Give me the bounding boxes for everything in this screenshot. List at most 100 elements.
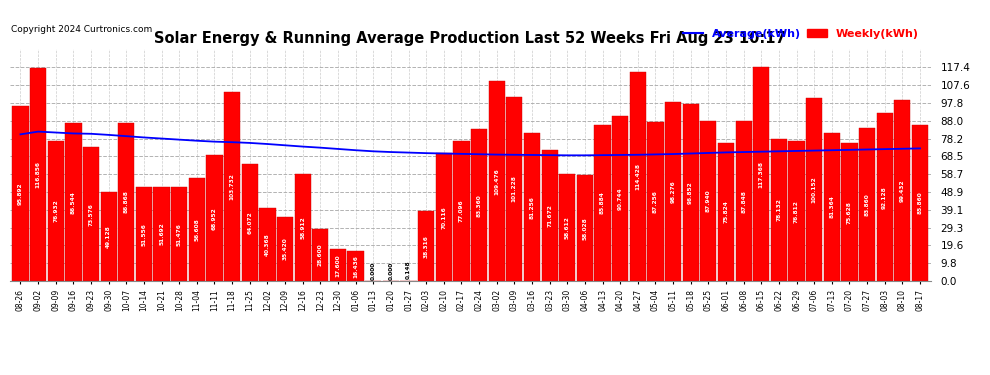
- Text: 117.368: 117.368: [758, 160, 763, 188]
- Bar: [471, 129, 487, 281]
- Text: 81.256: 81.256: [530, 196, 535, 219]
- Text: 100.152: 100.152: [812, 177, 817, 203]
- Text: 86.544: 86.544: [71, 191, 76, 214]
- Text: 49.128: 49.128: [106, 225, 111, 248]
- Text: 87.256: 87.256: [653, 190, 658, 213]
- Bar: [224, 92, 241, 281]
- Bar: [753, 67, 769, 281]
- Bar: [630, 72, 645, 281]
- Bar: [612, 116, 629, 281]
- Bar: [48, 141, 64, 281]
- Text: 85.884: 85.884: [600, 192, 605, 214]
- Legend: Average(kWh), Weekly(kWh): Average(kWh), Weekly(kWh): [679, 24, 924, 43]
- Bar: [330, 249, 346, 281]
- Text: 114.428: 114.428: [636, 164, 641, 190]
- Text: 76.932: 76.932: [53, 200, 58, 222]
- Text: 51.556: 51.556: [142, 223, 147, 246]
- Text: 16.436: 16.436: [353, 255, 358, 278]
- Bar: [83, 147, 99, 281]
- Bar: [771, 139, 787, 281]
- Bar: [136, 187, 152, 281]
- Bar: [506, 96, 523, 281]
- Bar: [277, 217, 293, 281]
- Text: 86.868: 86.868: [124, 190, 129, 213]
- Bar: [683, 105, 699, 281]
- Text: 64.072: 64.072: [248, 211, 252, 234]
- Text: 83.360: 83.360: [476, 194, 481, 216]
- Text: 95.892: 95.892: [18, 183, 23, 205]
- Text: 17.600: 17.600: [336, 254, 341, 276]
- Text: 85.860: 85.860: [918, 192, 923, 214]
- Bar: [489, 81, 505, 281]
- Bar: [824, 133, 840, 281]
- Text: 109.476: 109.476: [494, 168, 499, 195]
- Text: 58.912: 58.912: [300, 216, 305, 239]
- Bar: [171, 187, 187, 281]
- Text: 78.132: 78.132: [776, 198, 781, 221]
- Text: 101.228: 101.228: [512, 176, 517, 202]
- Text: 68.952: 68.952: [212, 207, 217, 230]
- Bar: [736, 121, 751, 281]
- Bar: [542, 150, 557, 281]
- Bar: [577, 176, 593, 281]
- Text: 58.028: 58.028: [582, 217, 587, 240]
- Bar: [436, 153, 451, 281]
- Title: Solar Energy & Running Average Production Last 52 Weeks Fri Aug 23 10:17: Solar Energy & Running Average Productio…: [154, 31, 786, 46]
- Text: 76.812: 76.812: [794, 200, 799, 223]
- Bar: [700, 121, 717, 281]
- Bar: [12, 106, 29, 281]
- Text: 98.276: 98.276: [670, 180, 675, 203]
- Bar: [418, 211, 435, 281]
- Bar: [189, 178, 205, 281]
- Text: 96.852: 96.852: [688, 182, 693, 204]
- Text: 92.128: 92.128: [882, 186, 887, 209]
- Text: 58.612: 58.612: [564, 216, 570, 239]
- Text: 40.368: 40.368: [265, 233, 270, 256]
- Bar: [259, 208, 275, 281]
- Bar: [665, 102, 681, 281]
- Text: 38.316: 38.316: [424, 235, 429, 258]
- Text: 71.672: 71.672: [547, 204, 552, 227]
- Bar: [524, 133, 541, 281]
- Text: 51.476: 51.476: [177, 223, 182, 246]
- Bar: [242, 164, 257, 281]
- Bar: [453, 141, 469, 281]
- Bar: [859, 128, 875, 281]
- Text: 0.000: 0.000: [370, 262, 376, 280]
- Text: Copyright 2024 Curtronics.com: Copyright 2024 Curtronics.com: [11, 26, 152, 34]
- Text: 103.732: 103.732: [230, 173, 235, 200]
- Text: 99.432: 99.432: [900, 179, 905, 202]
- Text: 35.420: 35.420: [282, 237, 287, 260]
- Text: 77.096: 77.096: [459, 200, 464, 222]
- Text: 116.856: 116.856: [36, 161, 41, 188]
- Bar: [594, 124, 611, 281]
- Text: 81.364: 81.364: [830, 196, 835, 219]
- Text: 0.148: 0.148: [406, 261, 411, 279]
- Text: 90.744: 90.744: [618, 187, 623, 210]
- Bar: [559, 174, 575, 281]
- Text: 0.000: 0.000: [388, 262, 393, 280]
- Text: 73.576: 73.576: [88, 202, 93, 225]
- Bar: [312, 229, 329, 281]
- Text: 83.860: 83.860: [864, 194, 869, 216]
- Bar: [788, 141, 805, 281]
- Text: 56.608: 56.608: [194, 218, 199, 241]
- Bar: [30, 68, 47, 281]
- Bar: [876, 113, 893, 281]
- Bar: [206, 155, 223, 281]
- Bar: [295, 174, 311, 281]
- Text: 28.600: 28.600: [318, 244, 323, 267]
- Text: 51.692: 51.692: [159, 223, 164, 246]
- Bar: [647, 122, 663, 281]
- Bar: [842, 143, 857, 281]
- Bar: [118, 123, 135, 281]
- Text: 70.116: 70.116: [442, 206, 446, 229]
- Bar: [806, 99, 823, 281]
- Text: 75.824: 75.824: [724, 201, 729, 223]
- Bar: [347, 251, 363, 281]
- Text: 75.628: 75.628: [847, 201, 852, 223]
- Bar: [894, 100, 911, 281]
- Text: 87.940: 87.940: [706, 190, 711, 212]
- Text: 87.848: 87.848: [742, 190, 746, 213]
- Bar: [65, 123, 81, 281]
